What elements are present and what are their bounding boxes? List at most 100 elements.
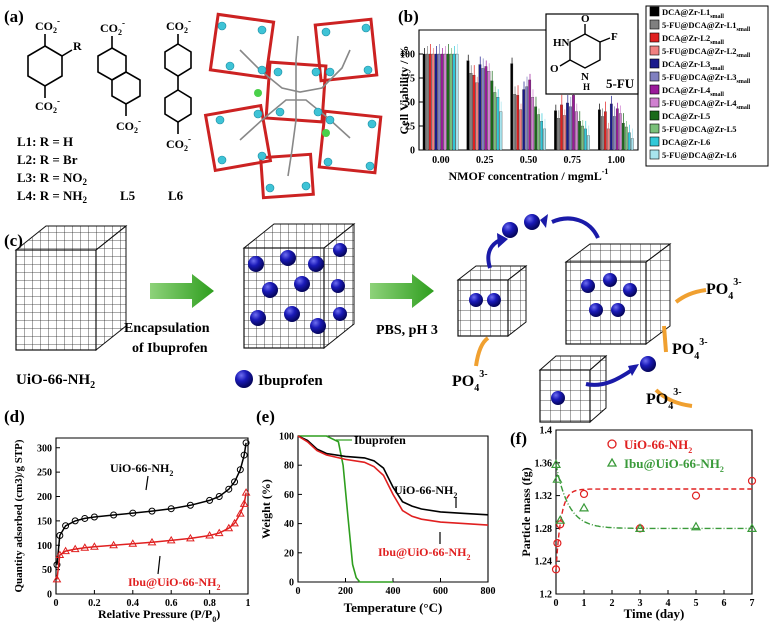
5fu-f: F	[611, 31, 618, 43]
ligand-l1-l4-structure	[27, 34, 73, 98]
chart-b-bar	[566, 102, 569, 151]
chart-d-ytick-label: 0	[47, 590, 52, 601]
chart-d-series-line	[56, 442, 247, 565]
chart-b-bar	[522, 89, 526, 151]
chart-b-legend: DCA@Zr-L1small5-FU@DCA@Zr-L1smallDCA@Zr-…	[645, 5, 769, 167]
chart-d-xtick-label: 0.2	[88, 598, 101, 609]
legend-b-entry: 5-FU@DCA@Zr-L4small	[662, 98, 751, 111]
chart-d-arrow-uio	[145, 475, 149, 491]
chart-b-bar	[609, 103, 613, 151]
released-ibuprofen-1	[502, 222, 518, 238]
chart-d-point	[90, 542, 99, 550]
chart-f-xtick-label: 6	[722, 598, 727, 609]
pbs-arrow	[370, 274, 434, 308]
chart-d-label-uio: UiO-66-NH2	[110, 461, 173, 478]
release-cube-bottom	[538, 354, 608, 424]
chart-f-xtick-label: 0	[554, 598, 559, 609]
chart-f-point	[578, 502, 590, 512]
chart-f-xtick-label: 7	[750, 598, 755, 609]
chart-d-point	[214, 528, 224, 537]
chart-b-bar	[560, 104, 563, 151]
chart-b-bar	[540, 121, 544, 151]
chart-b-bar	[537, 114, 541, 151]
phosphate-label-4: PO43-	[646, 387, 682, 412]
chart-f-legend-entry: Ibu@UiO-66-NH2	[624, 456, 724, 474]
chart-b-bar	[437, 53, 441, 151]
chart-d-point	[56, 532, 64, 539]
chart-b-plot: 0 25 50 75 100 0.00 0.25 0.50 0.75 1.00 Cell Viabi…	[397, 29, 639, 183]
chart-f-fit-curve	[555, 464, 752, 530]
chart-f-point	[746, 523, 758, 533]
uio66-cube-empty	[14, 224, 128, 352]
chart-d-point	[235, 509, 245, 517]
chart-b-xtick-label: 0.50	[520, 155, 538, 166]
chart-d-point	[215, 493, 223, 500]
chart-b-bar	[603, 111, 607, 151]
chart-d-ylabel: Quantity adsorbed (cm3)/g STP)	[13, 439, 25, 592]
chart-b-bar	[446, 53, 450, 151]
chart-f-ytick-label: 1.4	[540, 426, 553, 437]
chart-b-bar	[434, 53, 438, 151]
chart-b-bar	[557, 118, 560, 151]
chart-b-bar	[600, 116, 604, 151]
chart-d-point	[53, 561, 61, 569]
chart-f-frame	[555, 429, 753, 595]
chart-f-plot: 0 1 2 3 4 5 6 7 1.2 1.24 1.28 1.32 1.36 1.4 UiO-66-NH2…	[519, 426, 758, 621]
chart-d-point	[90, 513, 98, 521]
chart-e-xlabel: Temperature (°C)	[344, 600, 443, 615]
chart-d-point	[167, 505, 175, 513]
panel-a: (a) CO2- R CO2- CO2- CO2- CO2- CO	[4, 7, 383, 205]
ligand-row-l4: L4: R = NH	[17, 188, 83, 203]
chart-d-point	[148, 507, 156, 515]
chart-d-ytick-label: 200	[37, 492, 52, 503]
5fu-label: 5-FU	[606, 76, 635, 91]
chart-f-xtick-label: 1	[582, 598, 587, 609]
chart-d-point	[231, 478, 239, 486]
chart-d-point	[71, 517, 79, 525]
chart-b-bar	[525, 86, 529, 151]
chart-b-bar	[615, 108, 619, 151]
release-cube-large	[564, 243, 672, 345]
encapsulation-text-2: of Ibuprofen	[132, 341, 208, 356]
chart-b-bar	[587, 135, 590, 151]
chart-b-bar	[618, 113, 622, 151]
chart-b-xtick-label: 1.00	[607, 155, 625, 166]
ibuprofen-legend-sphere	[235, 370, 253, 388]
5fu-o-top: O	[581, 13, 590, 25]
chart-d-point	[242, 439, 250, 447]
legend-b-entry: 5-FU@DCA@Zr-L6	[662, 150, 737, 160]
panel-b: (b) 0 25 50 75 100 0.00 0.25 0.50 0.75 1.00 Cell V…	[397, 5, 769, 183]
legend-b-entry: 5-FU@DCA@Zr-L3small	[662, 72, 751, 85]
panel-c: (c) UiO-66-NH2 Encapsulation of Ibuprofe…	[4, 214, 742, 424]
5fu-n: N	[581, 71, 589, 83]
panel-d: (d) 0 0.2 0.4 0.6 0.8 1 0 50 100 150 200 250 300 UiO-…	[4, 407, 251, 624]
chart-b-ylabel: Cell Viability / %	[397, 45, 411, 134]
chart-f-point	[555, 514, 566, 524]
chart-d-point	[186, 501, 194, 509]
chart-d-ytick-label: 150	[37, 516, 52, 527]
chart-b-bar	[493, 92, 497, 151]
chart-d-arrow-ibu	[157, 555, 161, 575]
legend-b-swatch	[649, 136, 660, 147]
chart-e-plot: 0 200 400 600 800 0 20 40 60 80 100 Ibuprofen UiO-66…	[259, 432, 496, 616]
panel-a-label: (a)	[4, 7, 24, 26]
chart-d-ytick-label: 100	[37, 541, 52, 552]
chart-d-point	[109, 540, 118, 549]
chart-e-ytick-label: 80	[284, 461, 294, 472]
5fu-hn: HN	[553, 37, 570, 49]
chart-b-bar	[487, 71, 491, 151]
phosphate-label-1: PO43-	[706, 277, 742, 302]
chart-f-legend-marker	[607, 439, 617, 449]
chart-d-point	[55, 550, 65, 558]
chart-e-ytick-label: 20	[284, 548, 294, 559]
ligand-row-l2: L2: R = Br	[17, 152, 78, 167]
chart-f-point	[634, 523, 646, 533]
chart-d-point	[52, 574, 62, 583]
chart-b-bar	[516, 95, 520, 151]
chart-d-point	[80, 543, 90, 551]
5fu-h: H	[583, 82, 590, 92]
chart-b-bar	[554, 110, 557, 151]
ligand-l6-structure	[164, 34, 192, 134]
chart-b-bar	[496, 97, 500, 151]
svg-text:L3: R = NO2: L3: R = NO2	[17, 170, 88, 187]
